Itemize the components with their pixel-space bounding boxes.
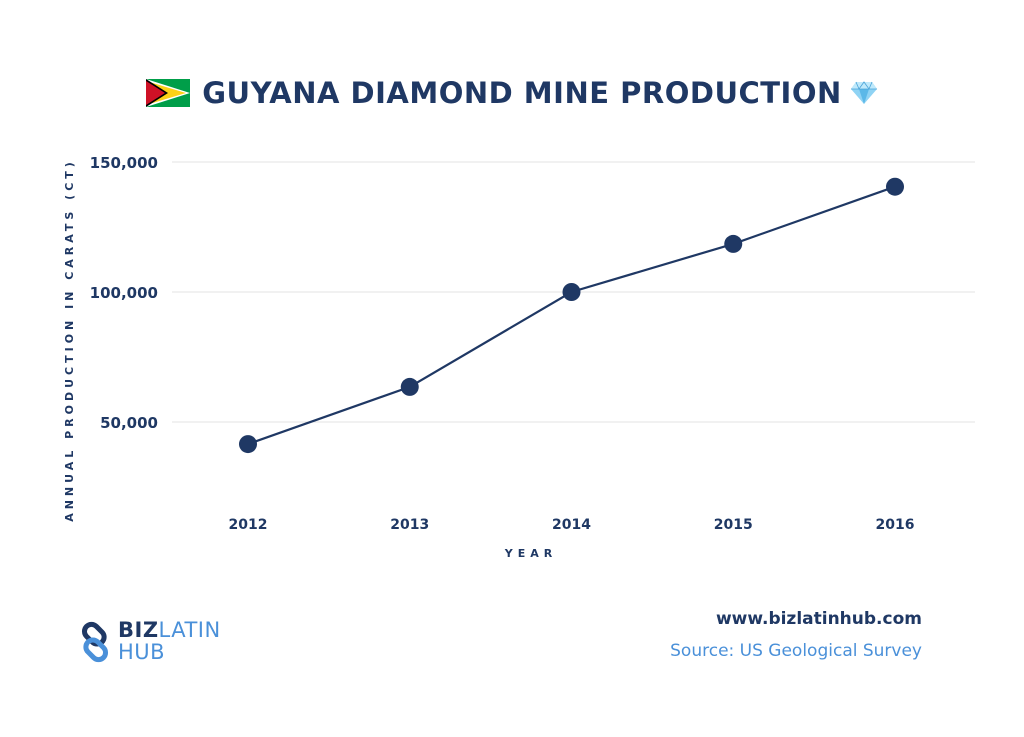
x-tick-label-2016: 2016 xyxy=(876,517,915,533)
data-point-2014 xyxy=(562,283,581,301)
source-note: Source: US Geological Survey xyxy=(670,641,922,661)
data-point-2015 xyxy=(724,234,743,253)
data-point-2013 xyxy=(400,377,419,396)
series-line-0 xyxy=(247,185,896,446)
diamond-icon xyxy=(850,81,877,104)
chart-title: GUYANA DIAMOND MINE PRODUCTION xyxy=(202,76,842,110)
bizlatinhub-logo-icon xyxy=(81,621,109,663)
x-tick-label-2014: 2014 xyxy=(552,517,591,533)
x-tick-label-2013: 2013 xyxy=(390,517,429,533)
website-link[interactable]: www.bizlatinhub.com xyxy=(715,609,922,629)
brand-hub: HUB xyxy=(118,640,166,664)
guyana-flag-icon xyxy=(146,79,191,107)
y-tick-label-50000: 50,000 xyxy=(100,414,158,432)
data-point-2012 xyxy=(239,435,257,454)
brand-logo: BIZLATIN HUB xyxy=(74,617,274,667)
data-point-2016 xyxy=(886,177,904,196)
x-tick-label-2015: 2015 xyxy=(714,517,753,533)
y-axis-title: ANNUAL PRODUCTION IN CARATS (CT) xyxy=(63,158,76,522)
title-row: GUYANA DIAMOND MINE PRODUCTION xyxy=(0,68,1024,118)
line-chart: 50,000 100,000 150,000 ANNUAL PRODUCTION IN… xyxy=(63,154,975,560)
y-tick-label-100000: 100,000 xyxy=(90,284,158,302)
x-axis-title: YEAR xyxy=(504,547,557,560)
brand-line-1: BIZLATIN xyxy=(118,619,221,641)
y-tick-label-150000: 150,000 xyxy=(90,154,158,172)
brand-latin: LATIN xyxy=(158,618,221,642)
x-tick-label-2012: 2012 xyxy=(229,517,268,533)
brand-biz: BIZ xyxy=(118,618,159,642)
